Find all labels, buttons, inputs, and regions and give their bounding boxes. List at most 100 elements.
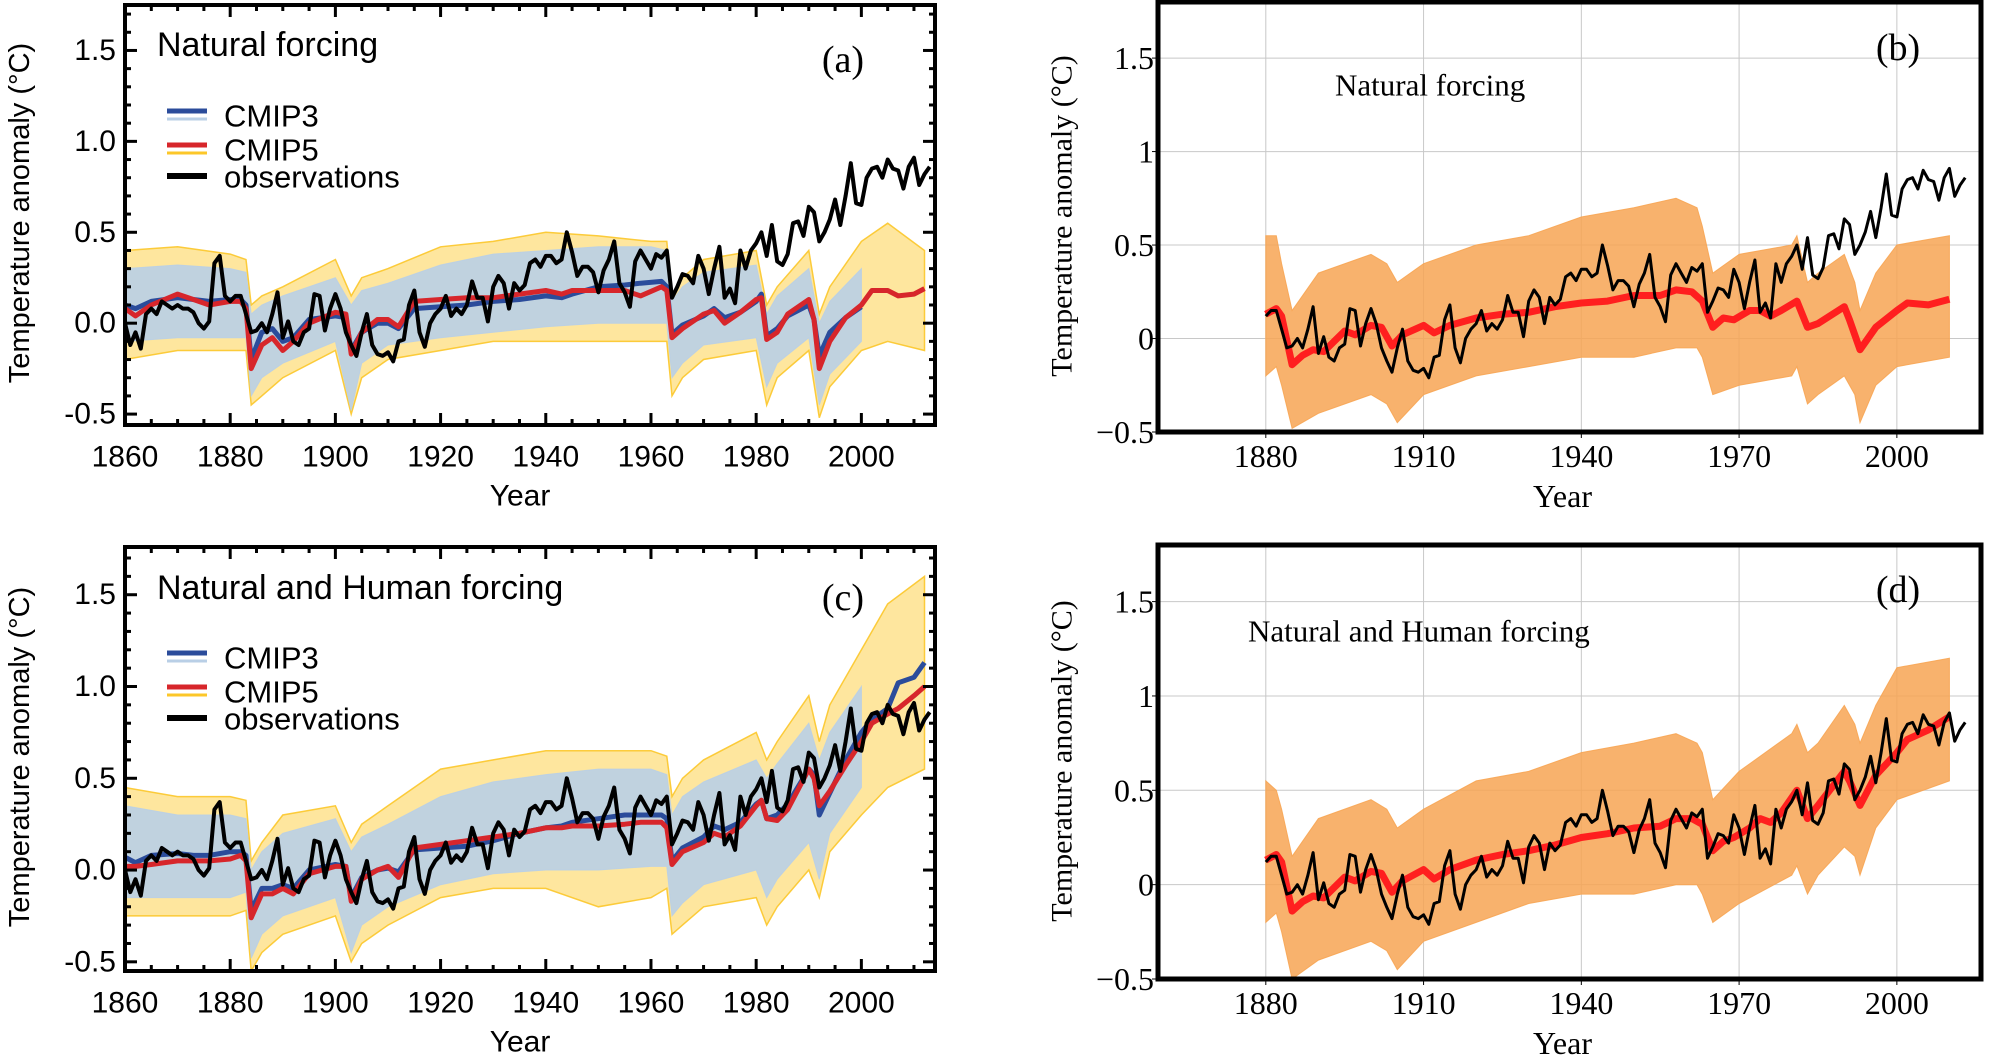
ensemble-range-cmip3 (125, 684, 862, 959)
y-tick-label: 1.5 (74, 34, 116, 67)
y-tick-label: 0 (1138, 867, 1154, 903)
x-tick-label: 1960 (618, 987, 685, 1020)
x-tick-label: 1920 (407, 987, 474, 1020)
y-tick-label: 0.0 (74, 307, 116, 340)
y-tick-label: 1.5 (74, 578, 116, 611)
legend-label: CMIP5 (224, 675, 319, 710)
y-tick-label: 1 (1138, 134, 1154, 170)
x-tick-label: 1940 (512, 987, 579, 1020)
x-tick-label: 1860 (92, 987, 159, 1020)
panel-c-natural-human-forcing-cmip: 1860 1880 1900 1920 1940 1960 1980 2000 -0.5 0.0 0… (4, 545, 937, 1058)
x-axis-label: Year (1533, 1025, 1592, 1058)
y-tick-label: 1.0 (74, 670, 116, 703)
x-tick-label: 1960 (618, 441, 685, 474)
x-axis-label: Year (490, 1026, 551, 1058)
x-tick-label: 1940 (512, 441, 579, 474)
series-line-ensemble-mean (1264, 286, 1951, 369)
y-tick-label: 0.5 (74, 762, 116, 795)
legend-label: observations (224, 160, 400, 195)
legend-item: CMIP5 (167, 133, 319, 168)
plot-area (125, 574, 932, 971)
x-tick-label: 1910 (1392, 985, 1456, 1021)
plot-frame (1155, 0, 1984, 435)
panel-letter: (a) (822, 39, 864, 81)
x-tick-label: 1940 (1549, 438, 1613, 474)
series-line-observations (125, 155, 932, 364)
x-tick-label: 1880 (197, 441, 264, 474)
x-tick-label: 1880 (1234, 985, 1298, 1021)
legend-item: CMIP3 (167, 99, 319, 134)
panel-a-natural-forcing-cmip: 1860 1880 1900 1920 1940 1960 1980 2000 -0.5 0.0 0… (4, 3, 937, 513)
legend-label: CMIP3 (224, 99, 319, 134)
series-line-observations (125, 701, 932, 911)
plot-area (125, 155, 932, 418)
plot-area (1264, 657, 1967, 979)
legend-label: CMIP5 (224, 133, 319, 168)
panel-d-natural-human-forcing-ensemble: 1880 1910 1940 1970 2000 −0.5 0 0.5 1 1.5 Year Temp… (1046, 542, 1984, 1058)
y-tick-label: 0 (1138, 321, 1154, 357)
y-tick-label: 1.5 (1114, 584, 1154, 620)
x-tick-label: 1880 (197, 987, 264, 1020)
panel-letter: (d) (1876, 569, 1920, 611)
y-axis-label: Temperature anomaly (°C) (1046, 55, 1079, 376)
x-tick-label: 2000 (828, 441, 895, 474)
legend-item: CMIP5 (167, 675, 319, 710)
ensemble-range-ensemble (1265, 197, 1950, 430)
x-tick-label: 1910 (1392, 438, 1456, 474)
series-line-observations (1264, 711, 1967, 926)
y-tick-label: 1.0 (74, 125, 116, 158)
panel-title: Natural forcing (1335, 68, 1525, 103)
y-tick-label: 1 (1138, 678, 1154, 714)
ensemble-range-ensemble (1265, 657, 1950, 979)
y-tick-label: -0.5 (64, 398, 116, 431)
panel-letter: (b) (1876, 27, 1920, 69)
legend-label: CMIP3 (224, 641, 319, 676)
x-tick-label: 1900 (302, 441, 369, 474)
series-line-cmip5 (125, 284, 926, 372)
tick-marks (1152, 57, 1898, 438)
x-tick-label: 1900 (302, 987, 369, 1020)
series-line-cmip5 (125, 684, 927, 921)
x-tick-label: 1920 (407, 441, 474, 474)
y-tick-label: 0.5 (1114, 772, 1154, 808)
x-tick-label: 1970 (1707, 438, 1771, 474)
panel-b-natural-forcing-ensemble: 1880 1910 1940 1970 2000 −0.5 0 0.5 1 1.5 Year Temp… (1046, 0, 1984, 514)
y-tick-label: 0.5 (1114, 227, 1154, 263)
x-tick-label: 1940 (1549, 985, 1613, 1021)
panel-title: Natural and Human forcing (1248, 614, 1590, 649)
y-tick-label: -0.5 (64, 945, 116, 978)
plot-area (1264, 166, 1967, 430)
x-tick-label: 1980 (723, 987, 790, 1020)
legend-label: observations (224, 702, 400, 737)
y-axis-label: Temperature anomaly (°C) (4, 587, 36, 927)
x-tick-label: 2000 (1865, 438, 1929, 474)
y-tick-label: 1.5 (1114, 40, 1154, 76)
legend-item: CMIP3 (167, 641, 319, 676)
series-line-observations (1264, 166, 1967, 380)
ensemble-range-cmip3 (125, 246, 862, 411)
plot-frame (1155, 542, 1984, 982)
y-tick-label: 0.5 (74, 216, 116, 249)
panel-letter: (c) (822, 577, 864, 619)
y-axis-label: Temperature anomaly (°C) (1046, 600, 1079, 921)
tick-marks (123, 5, 935, 425)
legend-item: observations (167, 702, 400, 737)
x-axis-label: Year (1533, 478, 1592, 514)
y-axis-label: Temperature anomaly (°C) (4, 43, 36, 383)
legend-item: observations (167, 160, 400, 195)
y-tick-label: 0.0 (74, 854, 116, 887)
tick-marks (1152, 601, 1898, 985)
x-tick-label: 1970 (1707, 985, 1771, 1021)
x-axis-label: Year (490, 480, 551, 513)
x-tick-label: 2000 (828, 987, 895, 1020)
x-tick-label: 1980 (723, 441, 790, 474)
x-tick-label: 1860 (92, 441, 159, 474)
panel-title: Natural forcing (157, 26, 378, 64)
panel-title: Natural and Human forcing (157, 569, 563, 607)
x-tick-label: 2000 (1865, 985, 1929, 1021)
x-tick-label: 1880 (1234, 438, 1298, 474)
tick-marks (123, 547, 935, 971)
